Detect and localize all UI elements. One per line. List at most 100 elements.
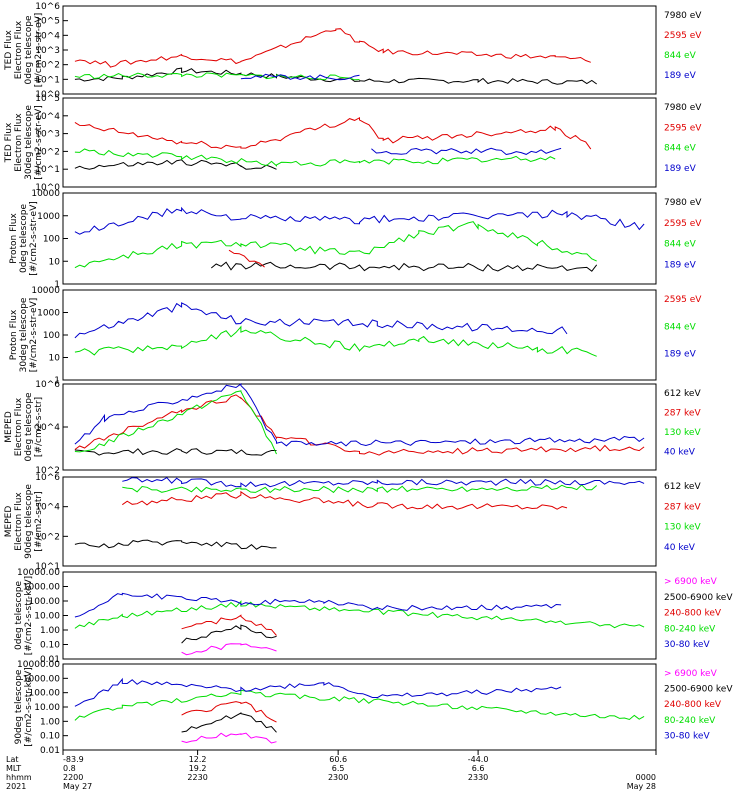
y-axis-label-line: 90deg telescope xyxy=(24,484,34,559)
plot-frame xyxy=(62,289,657,381)
y-tick-label: 1 xyxy=(54,376,60,386)
y-tick-label: 10 xyxy=(49,354,61,364)
y-tick-label: 10^2 xyxy=(35,466,60,476)
y-tick-label: 10^4 xyxy=(35,503,60,513)
y-axis-label: TED Flux Electron Flux 30deg telescope [#/c… xyxy=(4,105,44,180)
legend-entry: 844 eV xyxy=(664,240,697,250)
x-tick-label: 6.6 xyxy=(472,764,485,773)
y-axis-label-line: [#/cm2-s-str-eV] xyxy=(34,13,44,88)
x-tick-label: 60.6 xyxy=(329,755,347,764)
x-tick-label: -44.0 xyxy=(468,755,489,764)
y-axis-label: TED Flux Electron Flux 0deg telescope [#/cm… xyxy=(4,13,44,88)
x-tick-label: 2200 xyxy=(63,773,83,782)
y-tick-label: 1000.00 xyxy=(23,674,60,684)
y-axis-label: 90deg telescope [#/cm2-s-str-keV] xyxy=(14,667,34,746)
series-line xyxy=(240,73,360,81)
y-tick-label: 10^3 xyxy=(35,130,60,140)
y-tick-label: 10^4 xyxy=(35,31,60,41)
y-axis-label-line: [#/cm2-s-str-keV] xyxy=(24,576,34,655)
series-line xyxy=(371,147,562,156)
legend-entry: 130 keV xyxy=(664,523,701,533)
x-tick-label: 6.5 xyxy=(332,764,345,773)
y-axis-label-line: MEPED xyxy=(4,411,14,443)
y-axis-label-line: [#/cm2-s-str] xyxy=(34,397,44,457)
y-axis-label-line: Electron Flux xyxy=(14,20,24,79)
legend-entry: 844 eV xyxy=(664,51,697,61)
series-line xyxy=(74,600,645,629)
legend-entry: 612 keV xyxy=(664,389,701,399)
series-line xyxy=(74,72,360,81)
legend-entry: 130 keV xyxy=(664,428,701,438)
y-tick-label: 10^5 xyxy=(35,94,60,104)
y-axis-label-line: Electron Flux xyxy=(14,397,24,456)
series-line xyxy=(74,206,645,235)
y-tick-label: 1 xyxy=(54,280,60,290)
y-tick-label: 10^6 xyxy=(35,380,60,390)
series-line xyxy=(210,261,598,272)
y-tick-label: 0.01 xyxy=(40,655,60,665)
x-row-label: MLT xyxy=(6,764,21,773)
panel-ted-proton-0deg: 1 10 100 1000 10000 Proton Flux 0deg telescope… xyxy=(9,189,702,290)
y-axis-label: Proton Flux 0deg telescope [#/cm2-s-str-eV… xyxy=(9,201,39,276)
y-axis-label: Proton Flux 30deg telescope [#/cm2-s-str-e… xyxy=(9,297,39,372)
legend-entry: 2595 eV xyxy=(664,219,702,229)
y-tick-label: 10^3 xyxy=(35,46,60,56)
legend-entry: 612 keV xyxy=(664,482,701,492)
y-tick-label: 10^2 xyxy=(35,532,60,542)
legend-entry: 240-800 keV xyxy=(664,700,722,710)
x-row-label: Lat xyxy=(6,755,19,764)
y-tick-label: 0.10 xyxy=(40,732,60,742)
plot-frame xyxy=(62,663,657,751)
series-line xyxy=(122,476,645,488)
y-tick-label: 100 xyxy=(43,331,60,341)
y-tick-label: 10^2 xyxy=(35,61,60,71)
series-line xyxy=(228,249,265,268)
legend-entry: 40 keV xyxy=(664,448,696,458)
y-tick-label: 10^4 xyxy=(35,423,60,433)
y-axis-label-line: 90deg telescope xyxy=(14,669,24,744)
panel-mepe-proton-90deg: 0.01 0.10 1.00 10.00 100.00 1000.00 10000.0090… xyxy=(14,660,733,756)
panel-mepe-proton-0deg: 0.010.101.0010.00100.001000.0010000.000d… xyxy=(14,568,733,665)
y-axis-label-line: Proton Flux xyxy=(9,213,19,264)
series-line xyxy=(74,448,277,456)
y-tick-label: 10000 xyxy=(31,286,60,296)
legend-entry: 189 eV xyxy=(664,350,697,360)
y-axis-label-line: 0deg telescope xyxy=(24,15,34,85)
legend-entry: 189 eV xyxy=(664,71,697,81)
series-line xyxy=(122,490,568,510)
y-axis-label-line: TED Flux xyxy=(4,29,14,70)
y-axis-label-line: [#/cm2-s-str-eV] xyxy=(34,105,44,180)
x-tick-label: 2330 xyxy=(468,773,488,782)
y-axis-label-line: [#/cm2-s-str-keV] xyxy=(24,667,34,746)
x-tick-label: 12.2 xyxy=(189,755,207,764)
series-line xyxy=(122,484,598,494)
y-tick-label: 1000 xyxy=(37,309,60,319)
series-line xyxy=(74,67,597,85)
y-axis-label-line: [#/cm2-s-str] xyxy=(34,491,44,551)
x-tick-label: May 27 xyxy=(63,782,92,791)
series-line xyxy=(181,643,277,656)
y-tick-label: 10^0 xyxy=(35,90,60,100)
legend-entry: 2500-6900 keV xyxy=(664,593,733,603)
x-tick-label: 2230 xyxy=(187,773,207,782)
legend-entry: 287 keV xyxy=(664,502,701,512)
y-tick-label: 10^2 xyxy=(35,147,60,157)
legend-entry: 40 keV xyxy=(664,543,696,553)
y-axis-label-line: 0deg telescope xyxy=(24,392,34,462)
series-line xyxy=(74,677,562,707)
legend-entry: 2595 eV xyxy=(664,295,702,305)
y-axis-label: MEPED Electron Flux 0deg telescope [#/cm2-s… xyxy=(4,392,44,462)
y-tick-label: 1.00 xyxy=(40,626,60,636)
x-tick-label: 0.8 xyxy=(63,764,76,773)
x-tick-label: -83.9 xyxy=(63,755,84,764)
y-tick-label: 100 xyxy=(43,235,60,245)
series-line xyxy=(74,394,645,456)
y-axis-label-line: 30deg telescope xyxy=(24,105,34,180)
x-tick-label: 2300 xyxy=(328,773,348,782)
y-tick-label: 10^4 xyxy=(35,112,60,122)
x-row-label: 2021 xyxy=(6,782,26,791)
legend-entry: 240-800 keV xyxy=(664,609,722,619)
y-axis-label-line: 30deg telescope xyxy=(19,297,29,372)
